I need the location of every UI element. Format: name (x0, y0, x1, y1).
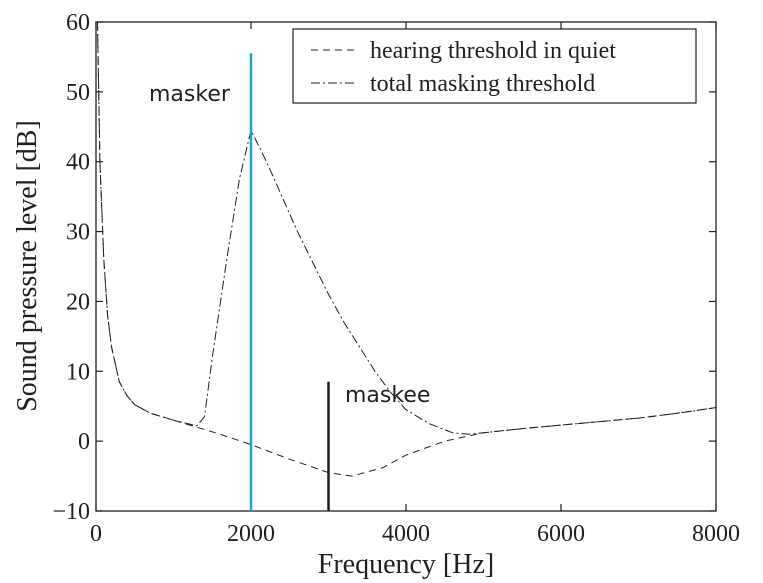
x-tick-label: 2000 (227, 521, 275, 547)
x-tick-label: 4000 (382, 521, 430, 547)
annotation-masker: masker (149, 82, 231, 107)
x-tick-label: 8000 (692, 521, 740, 547)
legend-box (292, 28, 697, 104)
series-line-total-masking-threshold (97, 21, 717, 435)
marker-layer (249, 53, 330, 511)
annotation-maskee: maskee (345, 383, 430, 408)
legend-label-total-masking-threshold: total masking threshold (370, 71, 595, 97)
y-tick-label: 20 (66, 289, 90, 315)
legend: hearing threshold in quiet total masking… (292, 28, 697, 104)
legend-label-hearing-threshold: hearing threshold in quiet (370, 38, 616, 64)
x-tick-label: 0 (90, 521, 102, 547)
y-tick-label: 50 (66, 80, 90, 106)
y-tick-label: 0 (78, 429, 90, 455)
y-tick-label: 40 (66, 150, 90, 176)
x-axis-title: Frequency [Hz] (318, 549, 494, 580)
series-layer (97, 21, 717, 477)
y-tick-label: 10 (66, 359, 90, 385)
x-tick-label: 6000 (537, 521, 585, 547)
y-tick-label: −10 (52, 499, 90, 525)
y-tick-label: 60 (66, 10, 90, 36)
y-axis-title: Sound pressure level [dB] (12, 120, 43, 412)
y-tick-label: 30 (66, 220, 90, 246)
